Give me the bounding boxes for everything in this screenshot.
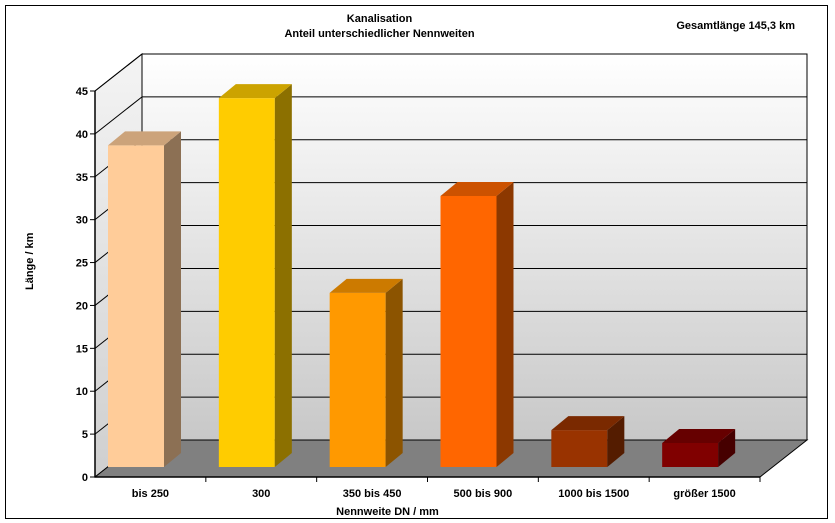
bar-side [496,181,514,468]
y-tick-label: 5 [82,429,88,441]
bar-top [662,428,736,443]
x-tick-label: 350 bis 450 [343,488,402,500]
bar-side [718,428,736,467]
y-tick-label: 20 [76,300,88,312]
y-tick-label: 0 [82,472,88,484]
bar-2 [329,278,403,467]
bar-top [329,278,403,293]
bar-4 [551,416,625,467]
bar-top [218,84,292,99]
bar-front [108,145,164,468]
bar-side [385,278,403,467]
bar-front [440,195,497,468]
x-tick-label: 1000 bis 1500 [558,488,629,500]
bar-top [108,131,181,146]
chart-subtitle: Anteil unterschiedlicher Nennweiten [284,28,475,40]
bar-front [218,98,275,468]
y-tick-label: 25 [76,258,88,270]
bar-front [551,430,608,467]
bar-side [274,84,292,468]
x-tick-label: größer 1500 [673,488,735,500]
y-tick-label: 35 [76,172,88,184]
bar-front [329,292,386,467]
gridline-side [94,53,143,92]
bar-front [662,442,719,467]
total-length-annotation: Gesamtlänge 145,3 km [676,20,795,32]
x-tick-label: bis 250 [132,488,169,500]
x-axis-label: Nennweite DN / mm [336,506,439,518]
y-tick-label: 30 [76,215,88,227]
y-tick-label: 10 [76,386,88,398]
bar-3 [440,181,514,468]
bar-side [164,131,181,468]
bar-top [440,181,514,196]
x-tick-label: 500 bis 900 [454,488,513,500]
y-tick-label: 40 [76,129,88,141]
y-tick-label: 45 [76,86,88,98]
chart-title: Kanalisation [346,13,413,25]
gridline-side [94,96,143,135]
y-tick-label: 15 [76,343,88,355]
bar-0 [108,131,181,468]
bar-5 [662,428,736,467]
bar-top [551,416,625,431]
bar-side [607,416,625,467]
x-tick-label: 300 [252,488,270,500]
bar-1 [218,84,292,468]
